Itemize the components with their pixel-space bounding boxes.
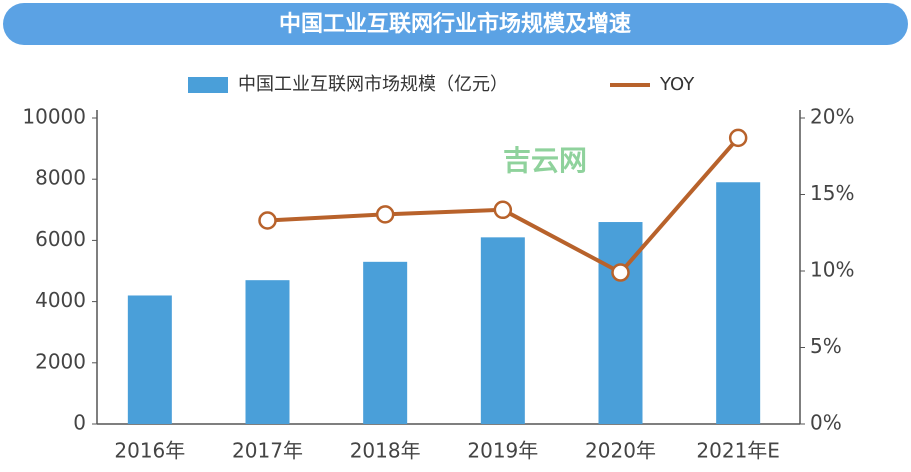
y-tick-label: 2000 xyxy=(35,349,86,373)
title-banner xyxy=(3,3,908,45)
y2-tick-label: 5% xyxy=(810,334,842,358)
y2-tick-label: 20% xyxy=(810,105,854,129)
line-point xyxy=(258,211,277,230)
y-tick-label: 4000 xyxy=(35,288,86,312)
bar xyxy=(245,280,290,424)
y-tick-label: 6000 xyxy=(35,227,86,251)
legend-label: 中国工业互联网市场规模（亿元） xyxy=(238,74,508,95)
y2-tick-label: 15% xyxy=(810,181,854,205)
x-tick-label: 2016年 xyxy=(114,439,185,463)
x-tick-label: 2020年 xyxy=(585,439,656,463)
x-tick-label: 2021年E xyxy=(696,439,780,463)
y-tick-label: 10000 xyxy=(22,105,86,129)
y-tick-label: 8000 xyxy=(35,166,86,190)
legend-swatch xyxy=(188,77,228,93)
chart-title: 中国工业互联网行业市场规模及增速 xyxy=(279,11,631,37)
legend-label: YOY xyxy=(659,74,695,95)
line-point xyxy=(728,128,748,148)
watermark: 吉云网 xyxy=(503,144,587,177)
line-point xyxy=(375,205,395,224)
x-tick-label: 2019年 xyxy=(467,439,538,463)
y2-tick-label: 0% xyxy=(810,411,842,435)
bar xyxy=(363,261,408,424)
bar xyxy=(716,182,761,424)
line-point xyxy=(611,263,630,282)
line-point xyxy=(493,200,513,220)
bar xyxy=(480,237,525,424)
bar xyxy=(127,295,172,424)
x-tick-label: 2018年 xyxy=(350,439,421,463)
y-tick-label: 0 xyxy=(73,411,86,435)
x-tick-label: 2017年 xyxy=(232,439,303,463)
y2-tick-label: 10% xyxy=(810,258,854,282)
